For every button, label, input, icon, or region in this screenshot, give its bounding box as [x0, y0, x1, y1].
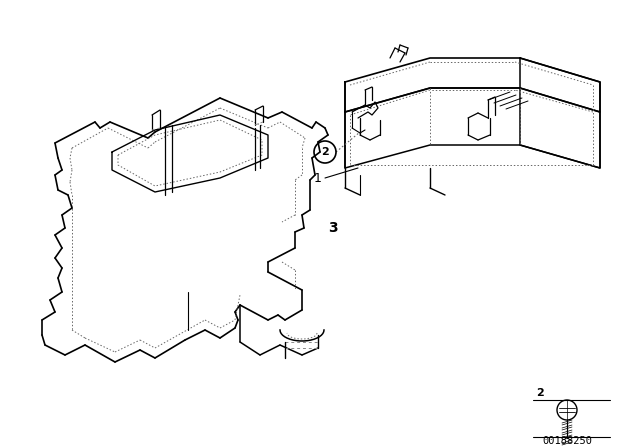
Text: 2: 2	[536, 388, 544, 398]
Text: 00188250: 00188250	[542, 436, 592, 446]
Text: 3: 3	[328, 221, 338, 235]
Text: 2: 2	[321, 147, 329, 157]
Text: 1: 1	[314, 172, 322, 185]
